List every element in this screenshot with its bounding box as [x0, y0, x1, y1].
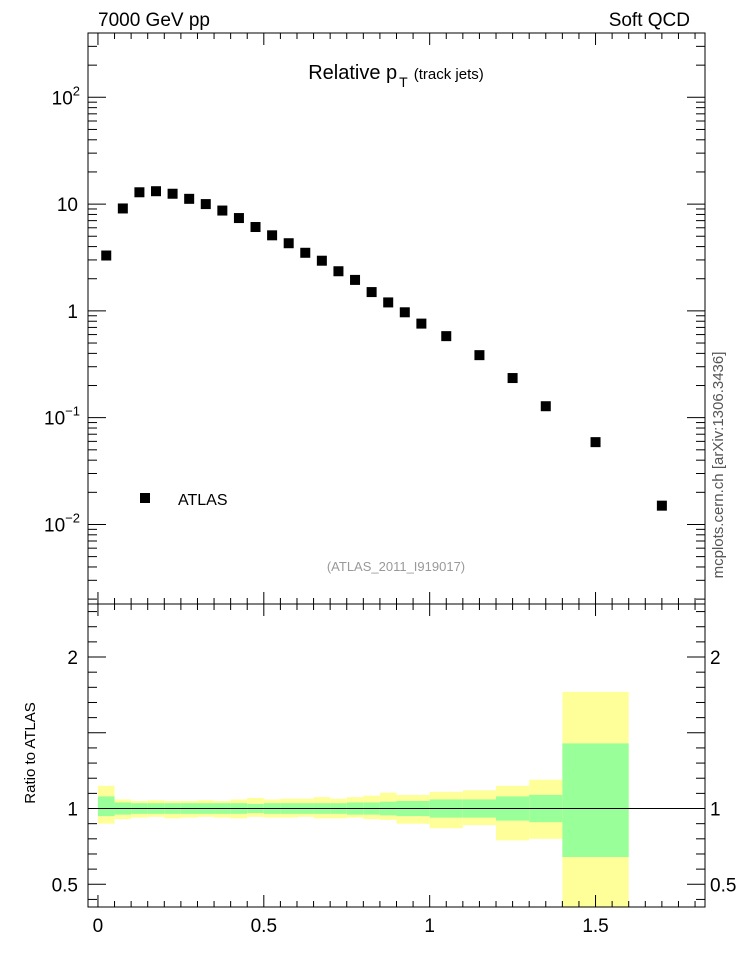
ratio-axis-layer: 0.5 0.5 1 1 2 2 0 0.5 1 1.5	[52, 603, 736, 937]
x-tick-label: 0	[93, 916, 104, 937]
data-point-atlas	[540, 401, 551, 412]
analysis-label: (ATLAS_2011_I919017)	[327, 559, 465, 574]
header-right-label: Soft QCD	[609, 10, 690, 31]
ratio-y-tick-label-right: 0.5	[710, 875, 736, 896]
ratio-y-tick-label-left: 0.5	[52, 875, 78, 896]
data-point-atlas	[184, 193, 195, 204]
data-point-atlas	[151, 186, 162, 197]
data-point-atlas	[217, 205, 228, 216]
data-point-atlas	[316, 255, 327, 266]
data-point-atlas	[350, 274, 361, 285]
legend: ATLAS	[140, 492, 228, 509]
side-source-label: mcplots.cern.ch [arXiv:1306.3436]	[710, 352, 727, 579]
ratio-y-tick-label-left: 2	[67, 648, 78, 669]
ratio-panel: 0.5 0.5 1 1 2 2 0 0.5 1 1.5 Ratio to ATLAS	[22, 603, 736, 937]
data-point-atlas	[383, 297, 394, 308]
ratio-band-inner	[97, 796, 115, 817]
data-point-atlas	[167, 188, 178, 199]
ratio-y-tick-label-right: 1	[710, 800, 721, 821]
main-chart-title: Relative p T (track jets)	[308, 62, 484, 90]
main-axis-layer: 10−2 10−1 1 10 102	[44, 32, 706, 605]
data-point-atlas	[416, 318, 427, 329]
main-data-markers	[101, 186, 667, 511]
header-left-label: 7000 GeV pp	[98, 10, 210, 31]
data-point-atlas	[399, 307, 410, 318]
data-point-atlas	[333, 266, 344, 277]
data-point-atlas	[366, 287, 377, 298]
data-point-atlas	[656, 500, 667, 511]
data-point-atlas	[300, 247, 311, 258]
main-frame	[87, 32, 706, 605]
data-point-atlas	[267, 230, 278, 241]
legend-label-atlas: ATLAS	[178, 492, 228, 509]
ratio-y-tick-label-left: 1	[67, 800, 78, 821]
main-y-tick-label: 1	[67, 302, 78, 323]
main-title-tail: (track jets)	[414, 66, 484, 83]
legend-marker-atlas	[140, 493, 150, 503]
data-point-atlas	[441, 331, 452, 342]
main-y-tick-label: 10−1	[44, 404, 80, 430]
ratio-y-tick-label-right: 2	[710, 648, 721, 669]
ratio-band-inner	[562, 743, 629, 858]
data-point-atlas	[101, 250, 112, 261]
data-point-atlas	[200, 199, 211, 210]
data-point-atlas	[250, 222, 261, 233]
data-point-atlas	[283, 238, 294, 249]
main-title-text: Relative p	[308, 62, 397, 84]
main-y-tick-label: 102	[52, 83, 80, 109]
x-tick-label: 1.5	[582, 916, 608, 937]
x-tick-label: 1	[424, 916, 435, 937]
data-point-atlas	[474, 350, 485, 361]
main-y-tick-label: 10−2	[44, 510, 80, 536]
main-panel: 10−2 10−1 1 10 102 Relative p T (track jets) A…	[44, 32, 706, 605]
data-point-atlas	[590, 437, 601, 448]
main-title-subscript: T	[399, 74, 408, 90]
ratio-y-axis-label: Ratio to ATLAS	[22, 702, 39, 803]
x-tick-label: 0.5	[251, 916, 277, 937]
data-point-atlas	[117, 203, 128, 214]
ratio-bands	[97, 691, 629, 907]
data-point-atlas	[507, 373, 518, 384]
data-point-atlas	[233, 213, 244, 224]
main-y-tick-label: 10	[57, 195, 78, 216]
data-point-atlas	[134, 187, 145, 198]
